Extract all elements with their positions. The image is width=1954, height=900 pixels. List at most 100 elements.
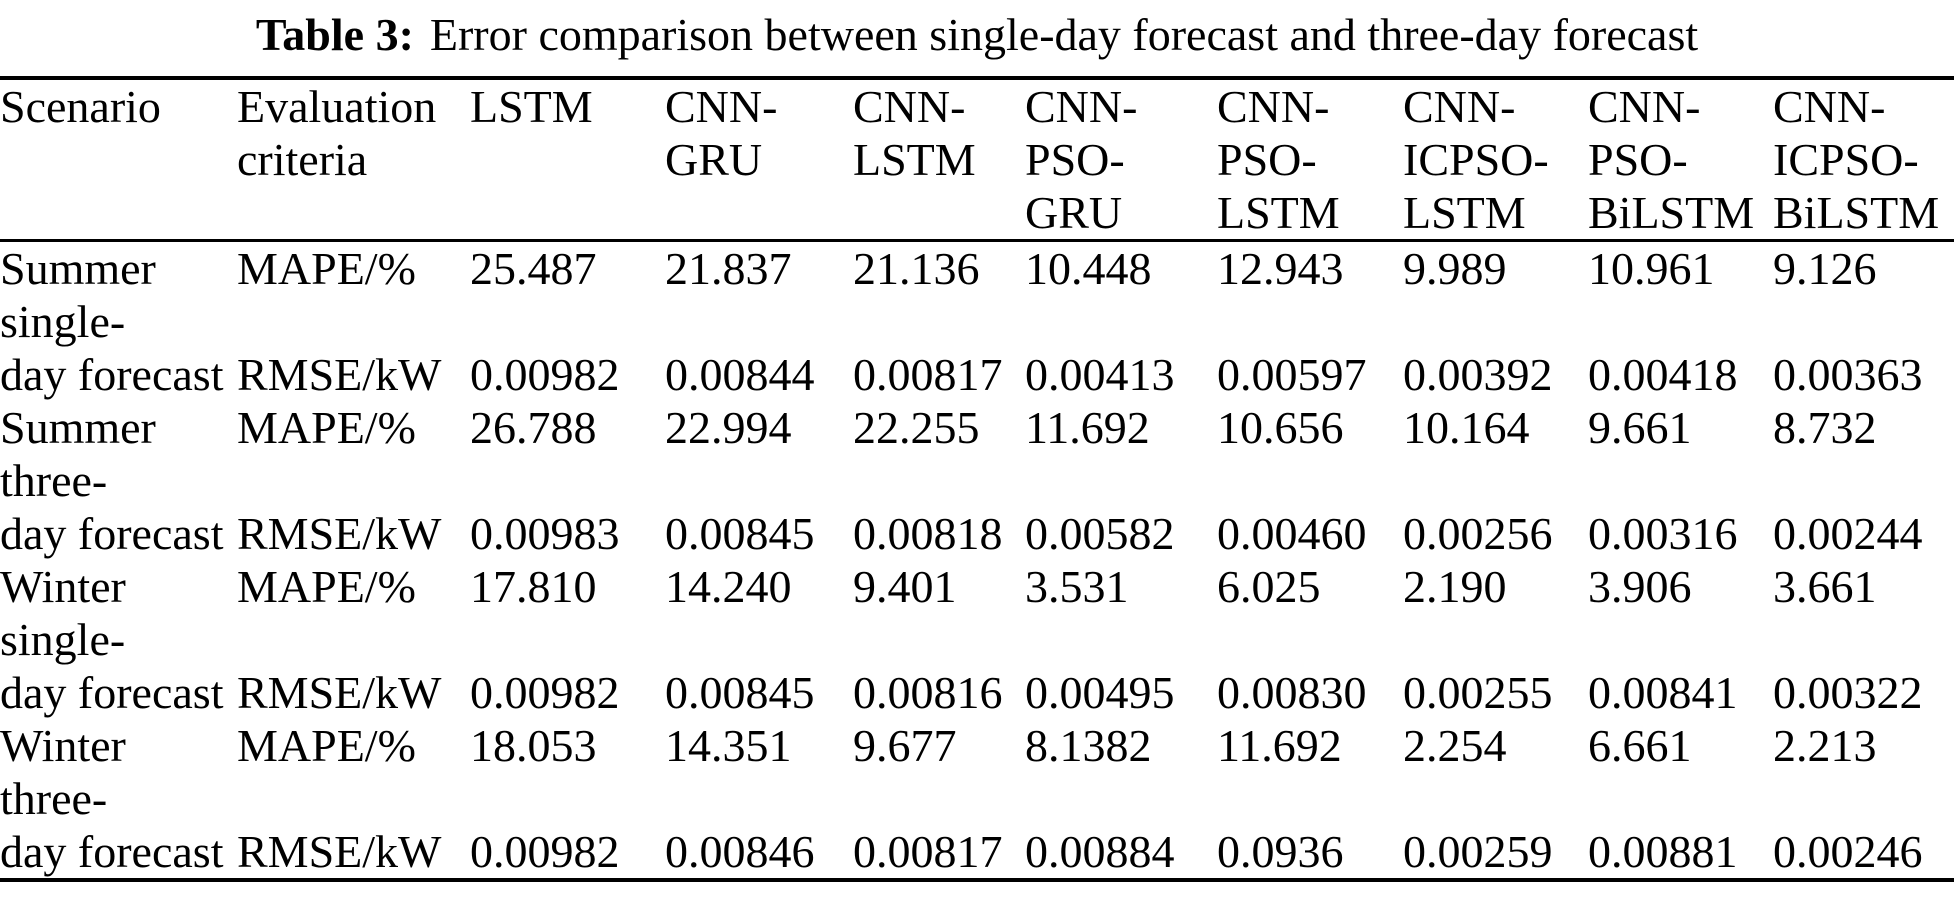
value-cell: 8.732 [1773,402,1877,453]
value-cell: 3.531 [1025,561,1129,612]
scenario-cell: Summer three- day forecast [0,401,237,560]
header-line: PSO- [1025,134,1125,185]
value-cell: 9.401 [853,561,957,612]
value-cell: 0.00460 [1217,508,1367,559]
scenario-line: single- [0,296,126,347]
header-line: BiLSTM [1588,187,1755,238]
column-header-evaluation-criteria: Evaluation criteria [237,78,470,242]
error-comparison-table: Scenario Evaluation criteria LSTM CNN- G… [0,76,1954,882]
scenario-line: day forecast [0,667,224,718]
scenario-line: day forecast [0,508,224,559]
value-cell: 14.351 [665,720,792,771]
column-header-cnn-icpso-lstm: CNN- ICPSO- LSTM [1403,78,1588,242]
value-cell: 10.961 [1588,243,1715,294]
value-cell: 0.00982 [470,667,620,718]
value-cell: 10.448 [1025,243,1152,294]
table-row-winter-three-mape: Winter three- day forecast MAPE/% 18.053… [0,719,1954,877]
value-cell: 0.00982 [470,349,620,400]
column-header-scenario: Scenario [0,78,237,242]
value-cell: 0.00363 [1773,349,1923,400]
column-header-cnn-pso-lstm: CNN- PSO- LSTM [1217,78,1403,242]
criteria-cell: MAPE/% [237,243,416,294]
criteria-cell: MAPE/% [237,561,416,612]
value-cell: 22.255 [853,402,980,453]
header-line: Scenario [0,81,161,132]
criteria-cell: RMSE/kW [237,826,442,877]
value-cell: 8.1382 [1025,720,1152,771]
value-cell: 0.00413 [1025,349,1175,400]
value-cell: 0.00244 [1773,508,1923,559]
value-cell: 2.213 [1773,720,1877,771]
scenario-line: three- [0,773,108,824]
value-cell: 25.487 [470,243,597,294]
header-line: Evaluation [237,81,437,132]
table-row-winter-single-mape: Winter single- day forecast MAPE/% 17.81… [0,560,1954,718]
value-cell: 12.943 [1217,243,1344,294]
value-cell: 11.692 [1217,720,1342,771]
value-cell: 0.00982 [470,826,620,877]
value-cell: 0.00983 [470,508,620,559]
value-cell: 3.906 [1588,561,1692,612]
value-cell: 0.00841 [1588,667,1738,718]
header-line: CNN- [853,81,966,132]
header-line: GRU [665,134,763,185]
table-row-summer-single-mape: Summer single- day forecast MAPE/% 25.48… [0,241,1954,400]
value-cell: 0.00246 [1773,826,1923,877]
value-cell: 11.692 [1025,402,1150,453]
value-cell: 17.810 [470,561,597,612]
header-line: CNN- [1403,81,1516,132]
criteria-cell: RMSE/kW [237,349,442,400]
value-cell: 0.00322 [1773,667,1923,718]
table-header: Scenario Evaluation criteria LSTM CNN- G… [0,78,1954,242]
value-cell: 21.136 [853,243,980,294]
header-line: GRU [1025,187,1123,238]
value-cell: 14.240 [665,561,792,612]
value-cell: 18.053 [470,720,597,771]
value-cell: 0.00816 [853,667,1003,718]
value-cell: 0.00418 [1588,349,1738,400]
value-cell: 0.00817 [853,826,1003,877]
scenario-line: single- [0,614,126,665]
value-cell: 10.656 [1217,402,1344,453]
column-header-cnn-icpso-bilstm: CNN- ICPSO- BiLSTM [1773,78,1954,242]
header-line: CNN- [1773,81,1886,132]
value-cell: 0.00817 [853,349,1003,400]
criteria-cell: RMSE/kW [237,667,442,718]
header-line: CNN- [1588,81,1701,132]
scenario-cell: Summer single- day forecast [0,241,237,402]
value-cell: 0.00495 [1025,667,1175,718]
value-cell: 0.00884 [1025,826,1175,877]
header-line: CNN- [1025,81,1138,132]
scenario-line: Winter [0,720,126,771]
value-cell: 10.164 [1403,402,1530,453]
value-cell: 21.837 [665,243,792,294]
value-cell: 9.126 [1773,243,1877,294]
value-cell: 0.00881 [1588,826,1738,877]
table-row-summer-three-rmse: RMSE/kW 0.00983 0.00845 0.00818 0.00582 … [0,507,1954,560]
header-row: Scenario Evaluation criteria LSTM CNN- G… [0,78,1954,242]
value-cell: 0.00844 [665,349,815,400]
value-cell: 9.989 [1403,243,1507,294]
header-line: BiLSTM [1773,187,1940,238]
value-cell: 9.677 [853,720,957,771]
value-cell: 2.254 [1403,720,1507,771]
value-cell: 0.00597 [1217,349,1367,400]
criteria-cell: MAPE/% [237,402,416,453]
scenario-line: day forecast [0,349,224,400]
header-line: LSTM [1217,187,1340,238]
header-line: CNN- [1217,81,1330,132]
value-cell: 6.661 [1588,720,1692,771]
header-line: criteria [237,134,368,185]
header-line: LSTM [853,134,976,185]
header-line: CNN- [665,81,778,132]
value-cell: 0.00316 [1588,508,1738,559]
value-cell: 0.00830 [1217,667,1367,718]
value-cell: 0.00846 [665,826,815,877]
value-cell: 0.0936 [1217,826,1344,877]
scenario-line: Summer [0,402,156,453]
table-caption-label: Table 3: [255,9,414,60]
column-header-cnn-lstm: CNN- LSTM [853,78,1025,242]
column-header-cnn-pso-bilstm: CNN- PSO- BiLSTM [1588,78,1773,242]
value-cell: 2.190 [1403,561,1507,612]
